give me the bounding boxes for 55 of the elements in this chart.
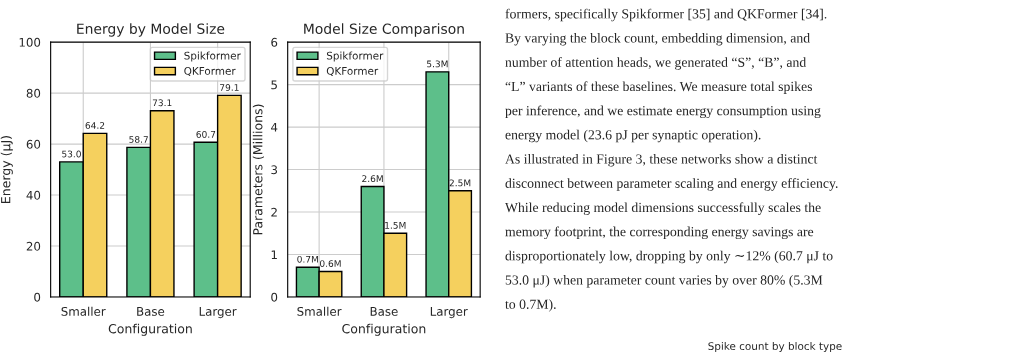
x-tick-label: Larger xyxy=(430,307,468,319)
x-axis-title: Configuration xyxy=(342,323,426,336)
text: Spike count by block type xyxy=(708,341,842,353)
data-label: 60.7 xyxy=(196,130,216,138)
text: memory footprint, the corresponding energy savings are xyxy=(505,226,814,240)
chart-title: Model Size Comparison xyxy=(304,23,464,37)
y-tick-label: 1 xyxy=(271,250,277,260)
x-tick-label: Smaller xyxy=(297,306,342,316)
text: As illustrated in Figure 3, these networks show a distinct xyxy=(505,153,818,167)
data-label: 58.7 xyxy=(129,136,148,143)
text: disproportionately low, dropping by only ∼12% (60.7 μJ to xyxy=(505,250,833,264)
y-tick-label: 100 xyxy=(19,37,41,47)
y-tick-label: 20 xyxy=(26,241,41,251)
x-tick-label: Base xyxy=(370,307,398,316)
y-tick-label: 80 xyxy=(26,88,41,98)
data-label: 2.6M xyxy=(362,175,383,183)
legend-label: QKFormer xyxy=(326,66,379,77)
data-label: 0.7M xyxy=(297,255,318,263)
legend-label: Spikformer xyxy=(326,51,384,62)
y-tick-label: 2 xyxy=(271,207,277,217)
x-axis-title: Configuration xyxy=(108,323,192,336)
data-label: 0.6M xyxy=(319,260,341,267)
data-label: 53.0 xyxy=(62,150,81,158)
text: 53.0 μJ) when parameter count varies by over 80% (5.3M xyxy=(505,274,823,288)
data-label: 73.1 xyxy=(152,99,172,107)
y-tick-label: 4 xyxy=(271,122,278,132)
y-tick-label: 3 xyxy=(271,165,278,175)
x-tick-label: Larger xyxy=(199,307,237,319)
y-tick-label: 40 xyxy=(26,190,41,200)
data-label: 2.5M xyxy=(449,179,471,187)
text: disconnect between parameter scaling and energy efficiency. xyxy=(505,178,838,191)
text: formers, specifically Spikformer [35] and QKFormer [34]. xyxy=(505,8,827,22)
y-tick-label: 5 xyxy=(271,80,277,90)
text: number of attention heads, we generated “S”, “B”, and xyxy=(505,57,807,70)
data-label: 1.5M xyxy=(385,222,406,229)
y-tick-label: 6 xyxy=(271,37,278,47)
text: per inference, and we estimate energy consumption using xyxy=(505,105,821,119)
legend-label: QKFormer xyxy=(184,66,236,77)
chart-title: Energy by Model Size xyxy=(77,23,225,37)
text: to 0.7M). xyxy=(505,299,556,312)
y-tick-label: 0 xyxy=(271,292,278,302)
x-tick-label: Smaller xyxy=(61,306,106,316)
y-axis-title: Parameters (Millions) xyxy=(252,104,264,235)
x-tick-label: Base xyxy=(137,307,165,316)
legend-label: Spikformer xyxy=(184,51,241,62)
y-tick-label: 0 xyxy=(34,292,41,302)
data-label: 5.3M xyxy=(427,60,448,68)
text: By varying the block count, embedding dimension, and xyxy=(505,32,810,46)
y-axis-title: Energy (μJ) xyxy=(0,136,13,203)
data-label: 64.2 xyxy=(85,122,105,129)
data-label: 79.1 xyxy=(220,84,239,91)
text: “L” variants of these baselines. We measure total spikes xyxy=(505,81,813,94)
text: While reducing model dimensions successfully scales the xyxy=(504,202,821,215)
y-tick-label: 60 xyxy=(26,139,41,149)
text: energy model (23.6 pJ per synaptic operation). xyxy=(505,129,761,143)
